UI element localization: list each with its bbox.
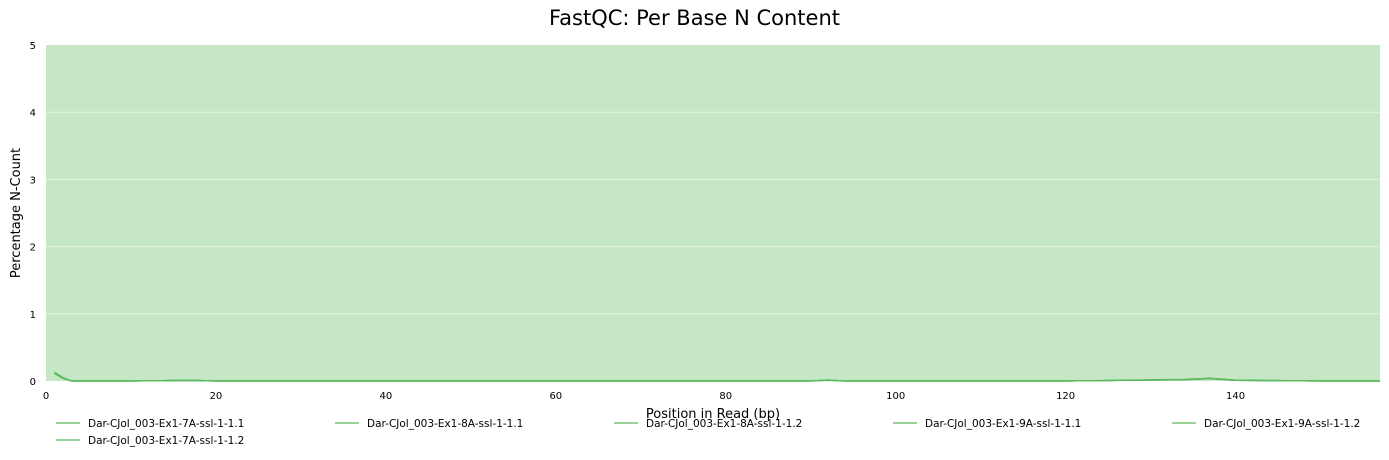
series-line: [54, 372, 1380, 382]
chart-title: FastQC: Per Base N Content: [549, 6, 840, 30]
legend-item[interactable]: Dar-CJol_003-Ex1-9A-ssl-1-1.1: [893, 418, 1081, 430]
y-tick-label: 3: [30, 175, 36, 186]
legend: Dar-CJol_003-Ex1-7A-ssl-1-1.1 Dar-CJol_00…: [56, 418, 1360, 447]
y-tick-label: 5: [30, 41, 36, 52]
x-tick-label: 140: [1226, 391, 1245, 402]
series-lines: [54, 371, 1380, 382]
legend-item[interactable]: Dar-CJol_003-Ex1-7A-ssl-1-1.2: [56, 435, 244, 447]
legend-label: Dar-CJol_003-Ex1-9A-ssl-1-1.1: [925, 418, 1081, 430]
y-tick-label: 0: [30, 377, 36, 388]
y-tick-label: 1: [30, 310, 36, 321]
legend-item[interactable]: Dar-CJol_003-Ex1-8A-ssl-1-1.2: [614, 418, 802, 430]
x-tick-label: 120: [1056, 391, 1075, 402]
legend-item[interactable]: Dar-CJol_003-Ex1-9A-ssl-1-1.2: [1172, 418, 1360, 430]
plot-background-band: [46, 45, 1380, 381]
x-tick-labels: 0 20 40 60 80 100 120 140: [43, 391, 1245, 402]
legend-label: Dar-CJol_003-Ex1-7A-ssl-1-1.1: [88, 418, 244, 430]
x-tick-label: 80: [719, 391, 732, 402]
x-tick-label: 60: [549, 391, 562, 402]
legend-label: Dar-CJol_003-Ex1-8A-ssl-1-1.1: [367, 418, 523, 430]
x-tick-label: 100: [886, 391, 905, 402]
y-tick-label: 4: [30, 108, 36, 119]
legend-label: Dar-CJol_003-Ex1-9A-ssl-1-1.2: [1204, 418, 1360, 430]
legend-item[interactable]: Dar-CJol_003-Ex1-7A-ssl-1-1.1: [56, 418, 244, 430]
legend-label: Dar-CJol_003-Ex1-7A-ssl-1-1.2: [88, 435, 244, 447]
legend-label: Dar-CJol_003-Ex1-8A-ssl-1-1.2: [646, 418, 802, 430]
x-tick-label: 0: [43, 391, 49, 402]
legend-item[interactable]: Dar-CJol_003-Ex1-8A-ssl-1-1.1: [335, 418, 523, 430]
y-tick-labels: 0 1 2 3 4 5: [30, 41, 36, 388]
y-axis-label: Percentage N-Count: [9, 148, 24, 278]
x-axis-label: Position in Read (bp): [646, 407, 780, 422]
y-tick-label: 2: [30, 243, 36, 254]
grid-lines: [46, 111, 1380, 315]
x-tick-label: 40: [380, 391, 393, 402]
good-zone-band: [46, 45, 1380, 381]
x-tick-label: 20: [210, 391, 223, 402]
